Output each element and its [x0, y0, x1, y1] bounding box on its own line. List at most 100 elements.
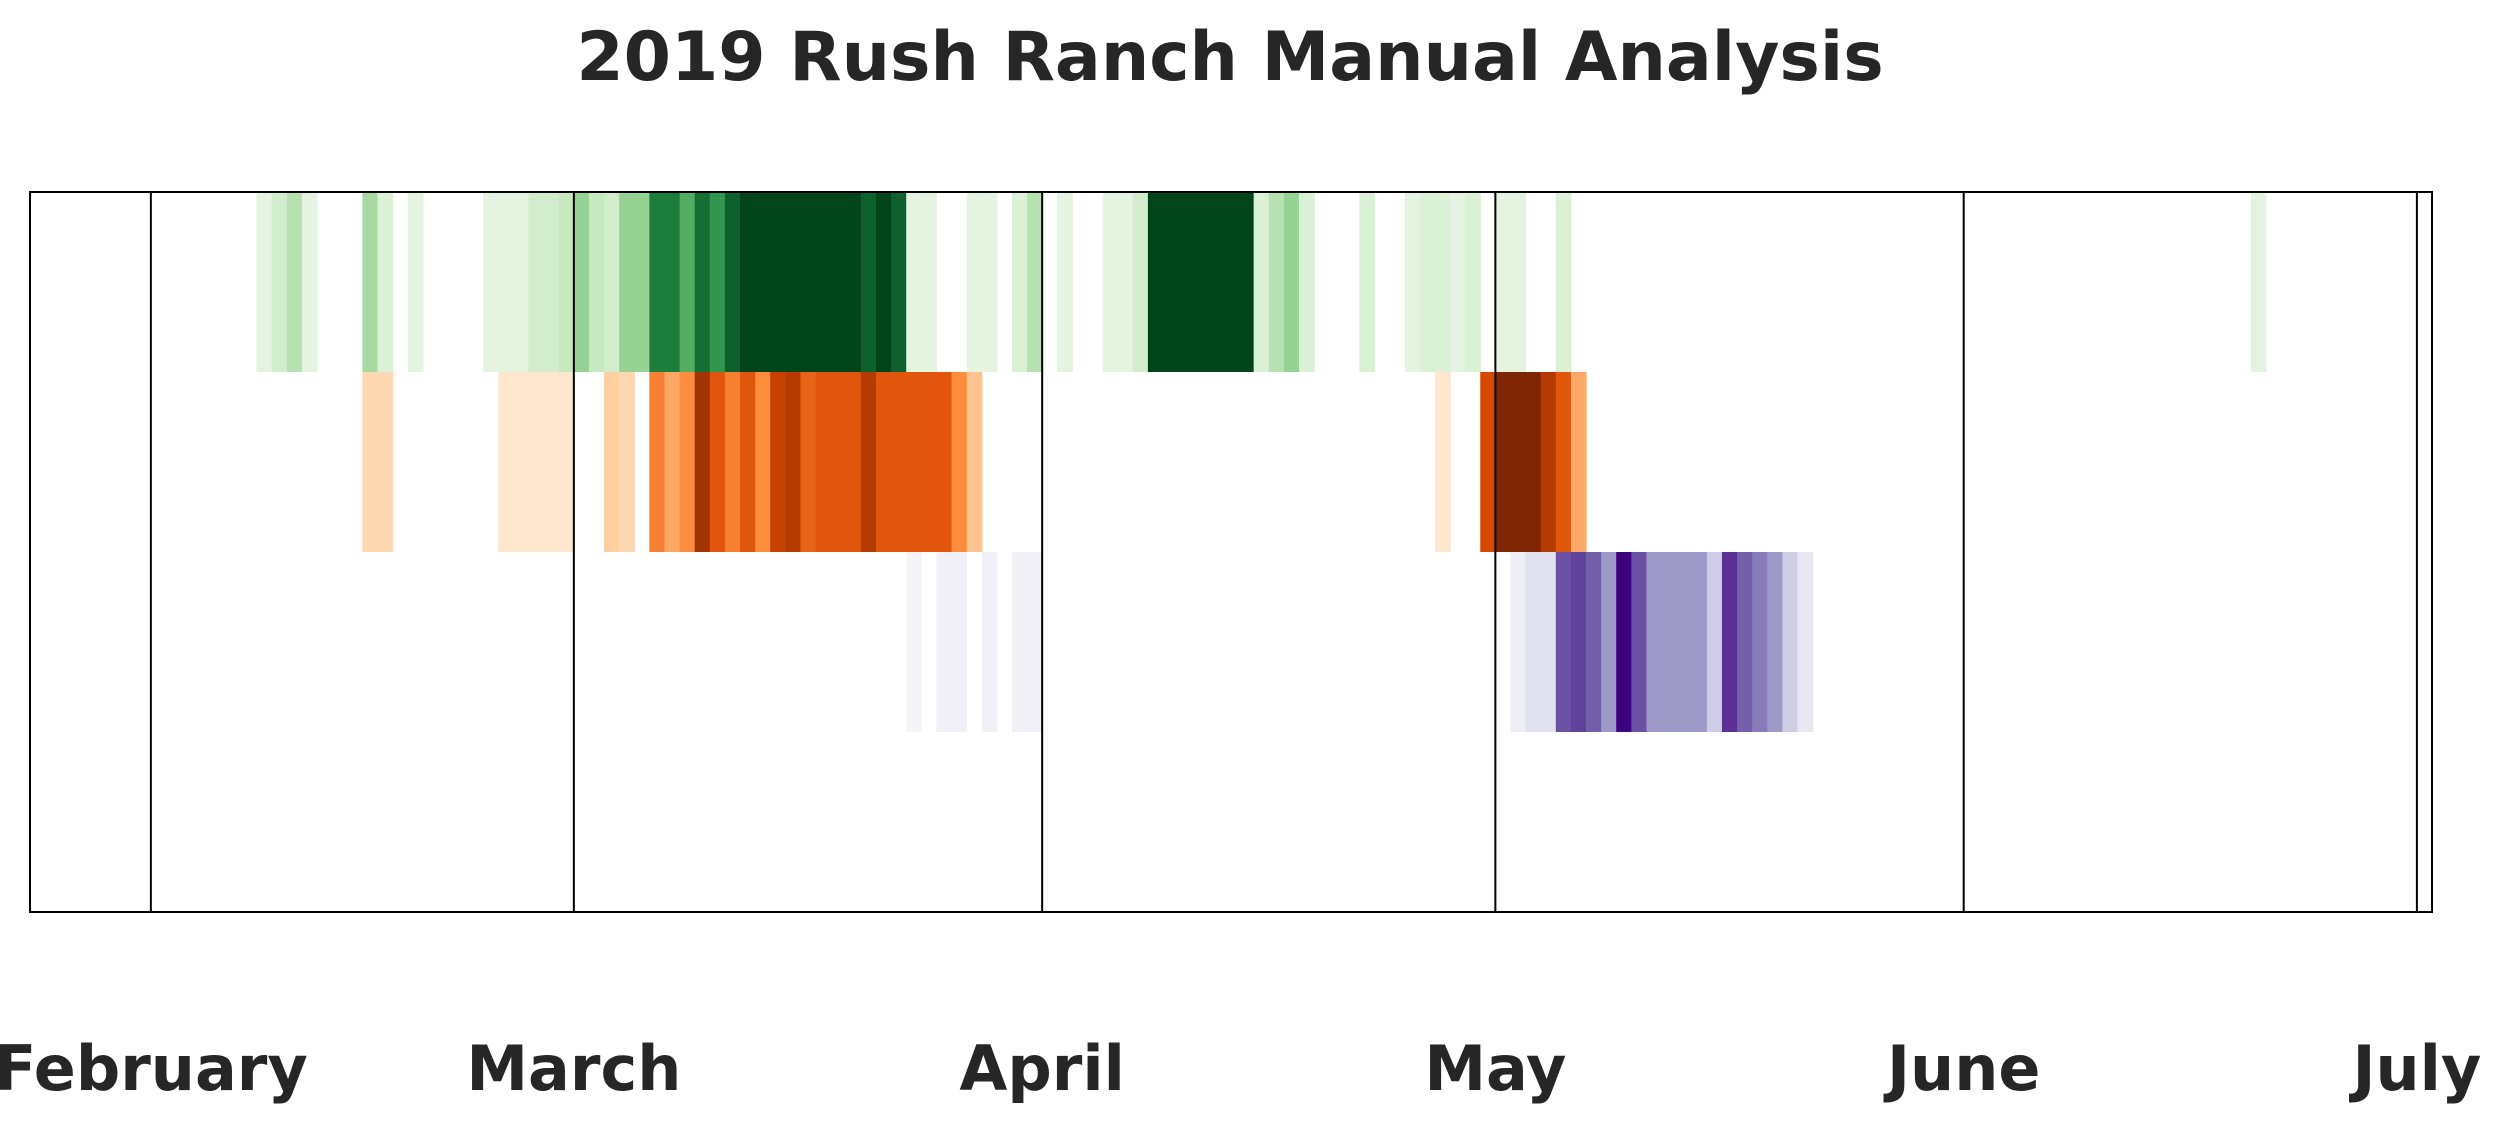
heatmap-cell-oranges-2019-04-27	[1434, 372, 1451, 552]
heatmap-cell-oranges-2019-02-24	[498, 372, 515, 552]
heatmap-cell-oranges-2019-03-22	[891, 372, 907, 552]
heatmap-cell-oranges-2019-02-15	[362, 372, 379, 552]
heatmap-cell-greens-2019-04-17	[1283, 192, 1300, 372]
heatmap-cell-oranges-2019-03-07	[664, 372, 681, 552]
heatmap-cell-greens-2019-04-06	[1117, 192, 1134, 372]
heatmap-cell-greens-2019-03-23	[906, 192, 922, 372]
heatmap-cell-purples-2019-05-19	[1767, 552, 1784, 732]
x-tick-label-february: February	[0, 1032, 308, 1105]
heatmap-cell-greens-2019-04-09	[1163, 192, 1179, 372]
heatmap-cell-purples-2019-05-06	[1570, 552, 1587, 732]
heatmap-cell-greens-2019-03-11	[724, 192, 741, 372]
heatmap-cell-oranges-2019-03-12	[740, 372, 756, 552]
heatmap-cell-oranges-2019-02-26	[528, 372, 545, 552]
heatmap-cell-oranges-2019-03-03	[604, 372, 620, 552]
heatmap-cell-oranges-2019-02-28	[558, 372, 575, 552]
heatmap-cell-greens-2019-04-26	[1419, 192, 1436, 372]
heatmap-cell-greens-2019-02-18	[407, 192, 424, 372]
heatmap-cell-greens-2019-03-24	[921, 192, 938, 372]
heatmap-cell-purples-2019-05-03	[1525, 552, 1542, 732]
heatmap-cell-greens-2019-05-02	[1510, 192, 1527, 372]
heatmap-cell-greens-2019-04-12	[1208, 192, 1225, 372]
heatmap-cell-greens-2019-04-02	[1057, 192, 1073, 372]
plot-frame	[29, 191, 2433, 913]
heatmap-cell-oranges-2019-03-19	[845, 372, 862, 552]
heatmap-cell-purples-2019-03-26	[951, 552, 968, 732]
heatmap-cell-greens-2019-04-16	[1268, 192, 1285, 372]
heatmap-cell-greens-2019-03-18	[830, 192, 847, 372]
heatmap-cell-purples-2019-05-18	[1752, 552, 1768, 732]
x-axis-tick-labels: February March April May June July	[0, 1032, 2481, 1105]
heatmap-cell-purples-2019-05-10	[1631, 552, 1648, 732]
heatmap-cell-oranges-2019-05-02	[1510, 372, 1527, 552]
heatmap-cell-greens-2019-04-11	[1193, 192, 1209, 372]
heatmap-cell-greens-2019-04-05	[1102, 192, 1119, 372]
heatmap-cell-purples-2019-03-25	[936, 552, 953, 732]
heatmap-cell-greens-2019-04-28	[1450, 192, 1466, 372]
heatmap-cell-greens-2019-04-13	[1223, 192, 1240, 372]
heatmap-cell-greens-2019-04-08	[1147, 192, 1164, 372]
heatmap-cell-greens-2019-02-25	[513, 192, 530, 372]
heatmap-cell-greens-2019-03-16	[800, 192, 817, 372]
heatmap-cell-greens-2019-04-27	[1434, 192, 1451, 372]
heatmap-cell-purples-2019-05-16	[1721, 552, 1738, 732]
heatmap-cell-greens-2019-03-31	[1027, 192, 1043, 372]
heatmap-cell-oranges-2019-03-16	[800, 372, 817, 552]
heatmap-cell-greens-2019-02-27	[543, 192, 560, 372]
heatmap-cell-oranges-2019-03-20	[860, 372, 877, 552]
heatmap-cell-purples-2019-05-17	[1737, 552, 1753, 732]
chart-title: 2019 Rush Ranch Manual Analysis	[576, 18, 1884, 97]
heatmap-cell-oranges-2019-03-08	[679, 372, 696, 552]
heatmap-cell-purples-2019-05-04	[1540, 552, 1557, 732]
heatmap-cell-oranges-2019-05-05	[1555, 372, 1572, 552]
heatmap-cell-greens-2019-02-09	[271, 192, 288, 372]
heatmap-cell-oranges-2019-02-25	[513, 372, 530, 552]
heatmap-cell-greens-2019-03-02	[588, 192, 605, 372]
heatmap-cell-oranges-2019-02-27	[543, 372, 560, 552]
x-tick-label-june: June	[1883, 1032, 2040, 1105]
heatmap-cell-purples-2019-03-30	[1011, 552, 1028, 732]
x-tick-label-may: May	[1424, 1032, 1566, 1105]
heatmap-cell-oranges-2019-05-04	[1540, 372, 1557, 552]
heatmap-cell-greens-2019-03-04	[619, 192, 635, 372]
heatmap-cell-greens-2019-04-07	[1132, 192, 1149, 372]
heatmap-cell-purples-2019-05-05	[1555, 552, 1572, 732]
heatmap-cell-oranges-2019-03-14	[770, 372, 786, 552]
heatmap-cell-oranges-2019-03-13	[755, 372, 771, 552]
heatmap-cell-purples-2019-05-02	[1510, 552, 1527, 732]
heatmap-cell-greens-2019-02-15	[362, 192, 379, 372]
heatmap-cell-greens-2019-02-16	[377, 192, 394, 372]
heatmap-cell-greens-2019-04-25	[1404, 192, 1421, 372]
heatmap-cell-greens-2019-03-19	[845, 192, 862, 372]
heatmap-cell-purples-2019-05-13	[1676, 552, 1693, 732]
heatmap-cell-greens-2019-02-23	[483, 192, 499, 372]
heatmap-cell-oranges-2019-03-15	[785, 372, 802, 552]
heatmap-cells	[256, 192, 2267, 732]
heatmap-cell-greens-2019-02-26	[528, 192, 545, 372]
heatmap-cell-greens-2019-02-08	[256, 192, 273, 372]
heatmap-cell-greens-2019-03-09	[694, 192, 711, 372]
heatmap-cell-purples-2019-05-14	[1691, 552, 1708, 732]
heatmap-cell-oranges-2019-03-17	[815, 372, 832, 552]
heatmap-cell-oranges-2019-03-26	[951, 372, 968, 552]
heatmap-cell-oranges-2019-04-30	[1480, 372, 1496, 552]
heatmap-cell-greens-2019-04-29	[1465, 192, 1481, 372]
x-tick-label-april: April	[959, 1032, 1124, 1105]
heatmap-cell-greens-2019-03-14	[770, 192, 786, 372]
heatmap-cell-greens-2019-03-07	[664, 192, 681, 372]
heatmap-cell-greens-2019-03-17	[815, 192, 832, 372]
heatmap-cell-purples-2019-05-21	[1797, 552, 1814, 732]
heatmap-cell-oranges-2019-02-16	[377, 372, 394, 552]
heatmap-cell-oranges-2019-03-21	[875, 372, 892, 552]
heatmap-cell-greens-2019-03-03	[604, 192, 620, 372]
heatmap-cell-greens-2019-03-06	[649, 192, 666, 372]
heatmap-cell-purples-2019-05-12	[1661, 552, 1678, 732]
x-tick-label-july: July	[2348, 1032, 2481, 1105]
heatmap-cell-greens-2019-04-18	[1298, 192, 1315, 372]
heatmap-cell-greens-2019-03-08	[679, 192, 696, 372]
heatmap-cell-greens-2019-04-15	[1253, 192, 1270, 372]
heatmap-cell-oranges-2019-03-24	[921, 372, 938, 552]
heatmap-cell-greens-2019-04-14	[1238, 192, 1255, 372]
heatmap-cell-oranges-2019-03-18	[830, 372, 847, 552]
